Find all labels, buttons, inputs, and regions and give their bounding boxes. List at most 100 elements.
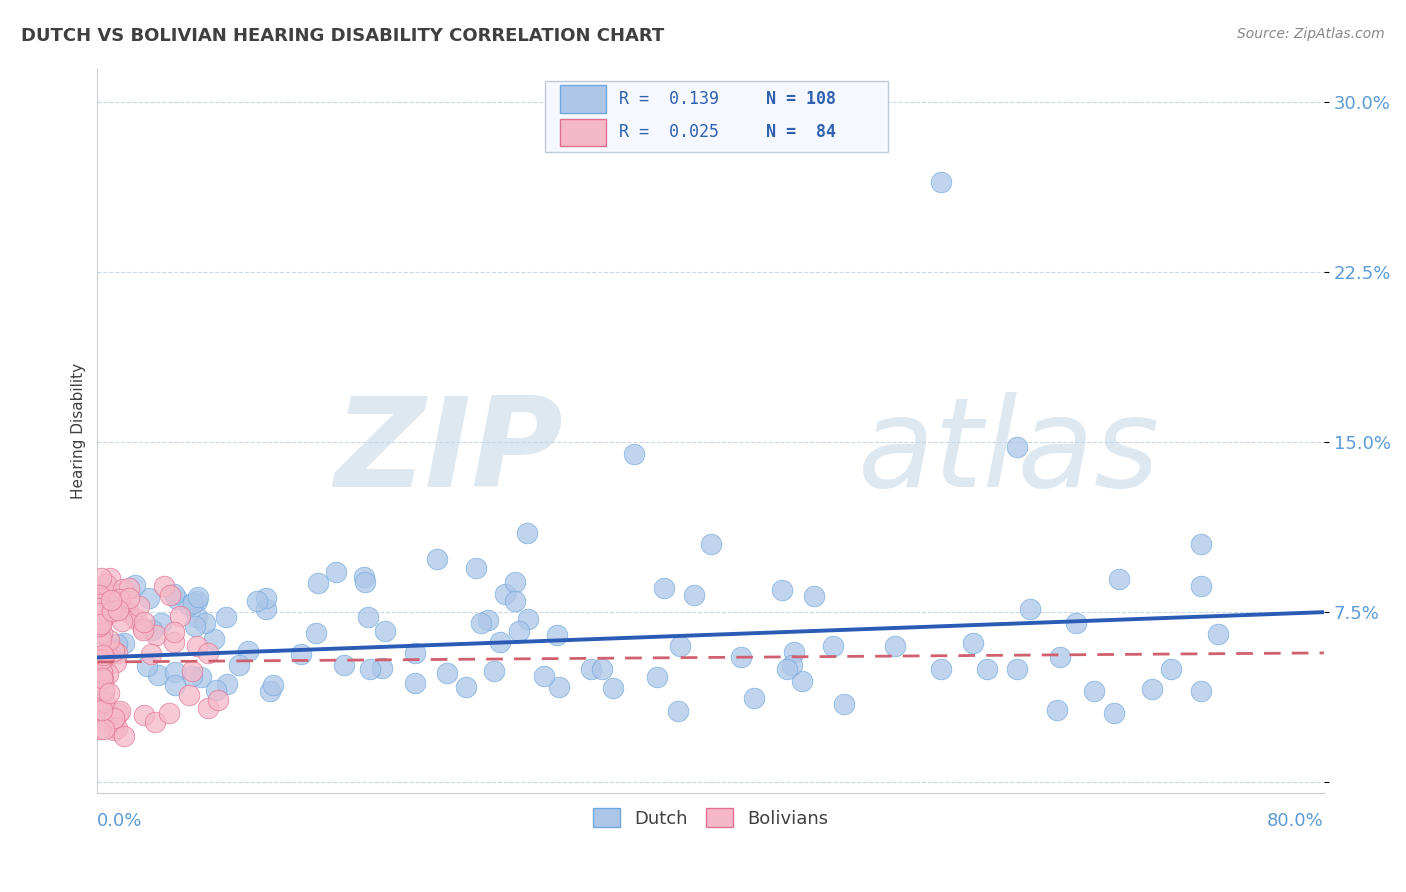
Point <box>652 581 675 595</box>
Point <box>104 594 127 608</box>
Point <box>89 665 111 680</box>
Text: DUTCH VS BOLIVIAN HEARING DISABILITY CORRELATION CHART: DUTCH VS BOLIVIAN HEARING DISABILITY COR… <box>21 27 665 45</box>
Point <box>157 706 180 720</box>
Point <box>132 615 155 629</box>
Point <box>194 615 217 630</box>
Point <box>1189 579 1212 593</box>
Point <box>100 593 122 607</box>
Point <box>107 706 129 720</box>
Point <box>782 658 804 673</box>
Point <box>823 639 845 653</box>
Point <box>163 678 186 692</box>
Point <box>353 574 375 589</box>
Point <box>371 661 394 675</box>
Point <box>262 678 284 692</box>
Point <box>803 590 825 604</box>
Point <box>93 673 115 688</box>
Point <box>111 614 134 628</box>
Text: Source: ZipAtlas.com: Source: ZipAtlas.com <box>1237 27 1385 41</box>
Point <box>197 647 219 661</box>
Point <box>359 662 381 676</box>
Point <box>548 680 571 694</box>
Point <box>883 639 905 653</box>
Point <box>533 669 555 683</box>
Point <box>776 662 799 676</box>
Point <box>105 722 128 736</box>
Point <box>205 683 228 698</box>
Point <box>929 175 952 189</box>
Point <box>259 683 281 698</box>
Point <box>93 695 115 709</box>
Point <box>647 670 669 684</box>
Point <box>246 594 269 608</box>
Point <box>465 561 488 575</box>
Point <box>128 599 150 614</box>
Point <box>132 621 155 635</box>
Point <box>125 612 148 626</box>
Point <box>623 447 645 461</box>
Point <box>1102 706 1125 720</box>
Point <box>217 676 239 690</box>
Point <box>91 671 114 685</box>
Point <box>254 602 277 616</box>
Point <box>180 669 202 683</box>
Text: N = 108: N = 108 <box>766 90 835 108</box>
Point <box>508 624 530 639</box>
Point <box>165 665 187 680</box>
Point <box>91 682 114 697</box>
Point <box>184 619 207 633</box>
Point <box>1140 682 1163 697</box>
Point <box>187 590 209 604</box>
Point <box>179 688 201 702</box>
Point <box>90 653 112 667</box>
Point <box>516 525 538 540</box>
Point <box>834 698 856 712</box>
Point <box>307 576 329 591</box>
Point <box>136 659 159 673</box>
Point <box>238 644 260 658</box>
Point <box>202 632 225 646</box>
FancyBboxPatch shape <box>546 81 889 152</box>
Point <box>89 598 111 612</box>
Point <box>93 683 115 698</box>
Point <box>1007 440 1029 454</box>
Point <box>90 703 112 717</box>
Point <box>699 537 721 551</box>
Point <box>134 708 156 723</box>
Text: 0.0%: 0.0% <box>97 812 143 830</box>
Point <box>357 609 380 624</box>
Point <box>1083 684 1105 698</box>
Point <box>89 696 111 710</box>
Text: 80.0%: 80.0% <box>1267 812 1324 830</box>
Point <box>591 662 613 676</box>
Point <box>143 715 166 730</box>
Point <box>454 680 477 694</box>
Point <box>87 652 110 666</box>
Point <box>742 690 765 705</box>
Point <box>436 666 458 681</box>
Point <box>87 601 110 615</box>
Point <box>112 729 135 743</box>
Point <box>190 670 212 684</box>
Point <box>91 704 114 718</box>
Point <box>153 579 176 593</box>
Point <box>93 649 115 664</box>
Point <box>181 596 204 610</box>
Point <box>118 581 141 595</box>
Point <box>107 602 129 616</box>
Point <box>962 636 984 650</box>
Point <box>89 723 111 737</box>
Point <box>290 647 312 661</box>
Point <box>114 603 136 617</box>
Point <box>1064 615 1087 630</box>
Point <box>141 647 163 661</box>
Point <box>87 696 110 710</box>
Point <box>111 582 134 596</box>
Y-axis label: Hearing Disability: Hearing Disability <box>72 363 86 499</box>
Point <box>104 655 127 669</box>
Point <box>146 667 169 681</box>
Point <box>90 617 112 632</box>
Point <box>186 639 208 653</box>
Point <box>682 589 704 603</box>
Point <box>93 722 115 736</box>
